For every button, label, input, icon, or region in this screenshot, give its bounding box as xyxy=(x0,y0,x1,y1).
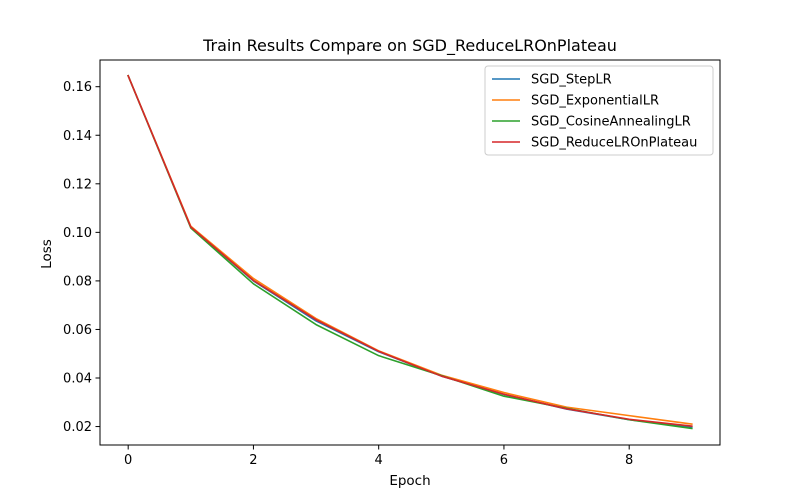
chart-title: Train Results Compare on SGD_ReduceLROnP… xyxy=(202,36,617,56)
y-tick-label: 0.04 xyxy=(63,372,92,387)
y-tick-label: 0.02 xyxy=(63,420,92,435)
x-tick-label: 0 xyxy=(124,453,132,468)
series-line-3 xyxy=(127,74,693,427)
x-tick-label: 6 xyxy=(500,453,508,468)
legend: SGD_StepLR SGD_ExponentialLR SGD_CosineAnn… xyxy=(484,65,714,156)
x-tick-label: 2 xyxy=(249,453,257,468)
legend-label-1: SGD_ExponentialLR xyxy=(531,94,659,109)
series-layer xyxy=(127,74,693,430)
y-tick-label: 0.12 xyxy=(63,177,92,192)
y-axis-label: Loss xyxy=(39,239,55,269)
legend-label-3: SGD_ReduceLROnPlateau xyxy=(531,136,697,151)
y-tick-label: 0.14 xyxy=(63,129,92,144)
y-tick-label: 0.06 xyxy=(63,323,92,338)
y-tick-label: 0.10 xyxy=(63,226,92,241)
x-tick-label: 8 xyxy=(625,453,633,468)
legend-label-0: SGD_StepLR xyxy=(531,73,612,88)
x-tick-label: 4 xyxy=(375,453,383,468)
legend-label-2: SGD_CosineAnnealingLR xyxy=(531,115,691,130)
y-tick-label: 0.08 xyxy=(63,274,92,289)
y-axis: 0.02 0.04 0.06 0.08 0.10 0.12 0.14 0.16 xyxy=(63,80,100,435)
y-tick-label: 0.16 xyxy=(63,80,92,95)
plot-area-frame xyxy=(99,59,721,446)
x-axis-label: Epoch xyxy=(389,473,430,489)
x-axis: 0 2 4 6 8 xyxy=(124,445,633,468)
legend-entries: SGD_StepLR SGD_ExponentialLR SGD_CosineAnn… xyxy=(492,73,697,151)
legend-box xyxy=(484,65,714,156)
